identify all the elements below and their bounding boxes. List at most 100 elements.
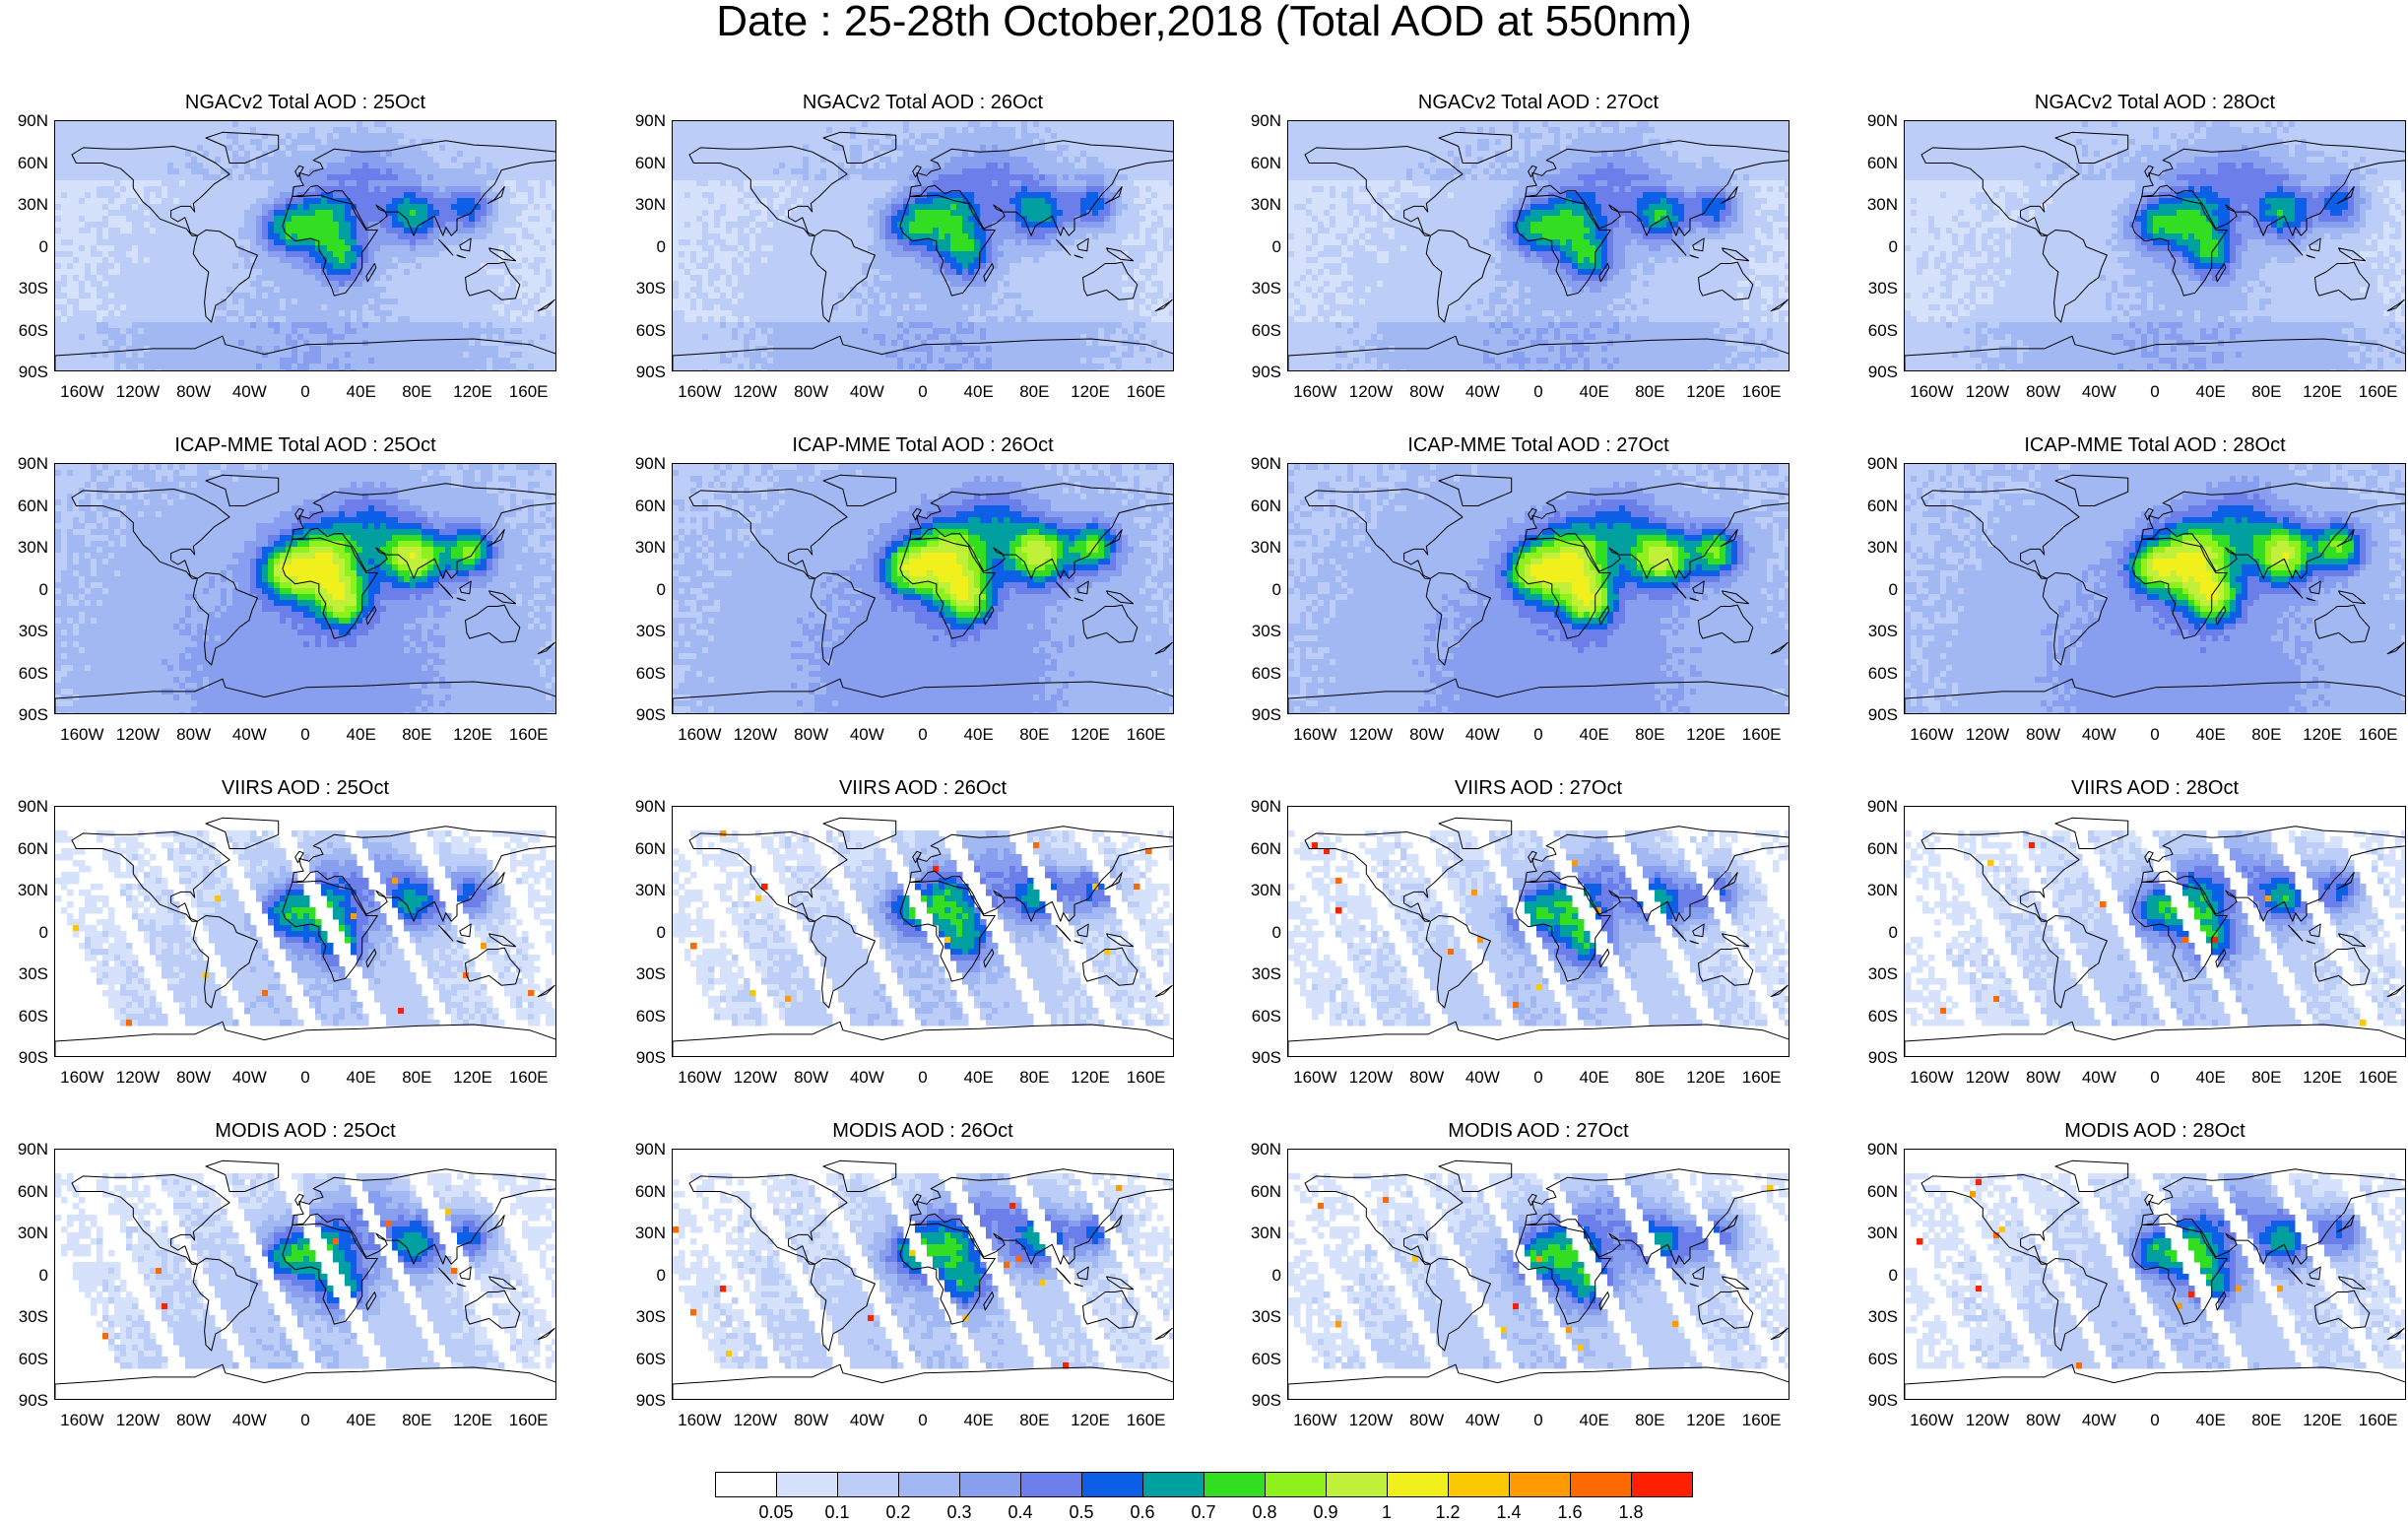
lat-tick-label: 60S	[5, 665, 48, 682]
lat-tick-label: 60N	[5, 497, 48, 514]
lon-tick-label: 160E	[1727, 726, 1796, 743]
lon-tick-label: 0	[271, 726, 340, 743]
lat-tick-label: 90S	[1238, 706, 1281, 723]
lon-tick-label: 80W	[1393, 1412, 1462, 1428]
lat-tick-label: 60N	[622, 497, 666, 514]
coastlines	[673, 817, 1173, 1056]
coastlines	[1288, 474, 1789, 713]
panel-title: VIIRS AOD : 25Oct	[54, 778, 556, 798]
lat-tick-label: 90N	[622, 798, 666, 815]
lon-tick-label: 160E	[1112, 1412, 1181, 1428]
lat-tick-label: 0	[622, 581, 666, 598]
panel-title: ICAP-MME Total AOD : 25Oct	[54, 435, 556, 455]
lon-tick-label: 120W	[721, 1069, 790, 1086]
lon-tick-label: 0	[2120, 1069, 2189, 1086]
lat-tick-label: 60S	[1855, 322, 1898, 339]
lat-tick-label: 30N	[1238, 1225, 1281, 1241]
lon-tick-label: 160E	[2344, 726, 2408, 743]
lat-tick-label: 90S	[622, 706, 666, 723]
lat-tick-label: 60S	[5, 1008, 48, 1025]
lat-tick-label: 0	[1855, 238, 1898, 255]
lon-tick-label: 40W	[2064, 1069, 2133, 1086]
lon-tick-label: 40W	[832, 1412, 901, 1428]
panel-title: NGACv2 Total AOD : 27Oct	[1287, 93, 1790, 112]
colorbar-swatch	[1081, 1472, 1143, 1497]
lat-tick-label: 30S	[622, 623, 666, 639]
lon-tick-label: 160E	[2344, 383, 2408, 400]
lon-tick-label: 120W	[1953, 726, 2022, 743]
lon-tick-label: 80E	[2232, 1069, 2301, 1086]
world-map	[55, 817, 555, 1056]
map-frame	[1287, 806, 1790, 1057]
lon-tick-label: 160W	[1897, 1412, 1966, 1428]
lon-tick-label: 40W	[1448, 1069, 1517, 1086]
lon-tick-label: 80E	[382, 726, 451, 743]
lon-tick-label: 80W	[777, 1069, 846, 1086]
colorbar-label: 0.1	[813, 1503, 862, 1521]
lat-tick-label: 30N	[1855, 196, 1898, 213]
lon-tick-label: 40E	[2177, 1412, 2245, 1428]
colorbar-label: 0.4	[996, 1503, 1045, 1521]
aod-field	[1288, 830, 1789, 1026]
lat-tick-label: 60S	[5, 322, 48, 339]
panel-title: MODIS AOD : 28Oct	[1904, 1121, 2406, 1141]
world-map	[1288, 464, 1789, 713]
lon-tick-label: 40E	[944, 726, 1013, 743]
map-frame	[54, 806, 556, 1057]
lat-tick-label: 0	[1238, 924, 1281, 941]
lat-tick-label: 60S	[5, 1351, 48, 1367]
lat-tick-label: 90S	[5, 706, 48, 723]
lat-tick-label: 90S	[622, 1049, 666, 1066]
lon-tick-label: 0	[1504, 1069, 1573, 1086]
panel-title: ICAP-MME Total AOD : 27Oct	[1287, 435, 1790, 455]
lon-tick-label: 80W	[777, 726, 846, 743]
lat-tick-label: 0	[622, 238, 666, 255]
lon-tick-label: 160W	[47, 726, 116, 743]
map-frame	[672, 463, 1174, 714]
lon-tick-label: 40E	[944, 1412, 1013, 1428]
aod-field	[55, 1173, 555, 1369]
lat-tick-label: 90N	[5, 112, 48, 129]
lon-tick-label: 120W	[103, 1412, 172, 1428]
lon-tick-label: 40E	[2177, 726, 2245, 743]
lat-tick-label: 30S	[1855, 965, 1898, 982]
lat-tick-label: 60N	[622, 840, 666, 857]
lat-tick-label: 60N	[1238, 497, 1281, 514]
lat-tick-label: 90S	[622, 364, 666, 380]
map-panel-viirs-4: VIIRS AOD : 28Oct	[1904, 778, 2406, 1089]
lat-tick-label: 90S	[1855, 364, 1898, 380]
lat-tick-label: 30N	[1238, 882, 1281, 898]
map-frame	[1904, 806, 2406, 1057]
coastlines	[55, 131, 555, 370]
lon-tick-label: 160E	[2344, 1412, 2408, 1428]
lon-tick-label: 40W	[215, 726, 284, 743]
lat-tick-label: 60S	[1238, 1351, 1281, 1367]
lon-tick-label: 0	[271, 1412, 340, 1428]
lat-tick-label: 90N	[1238, 455, 1281, 472]
colorbar-label: 1	[1362, 1503, 1411, 1521]
lat-tick-label: 90S	[1238, 1392, 1281, 1409]
lon-tick-label: 80E	[1000, 1069, 1069, 1086]
lon-tick-label: 120W	[1336, 1412, 1405, 1428]
lon-tick-label: 160W	[1280, 383, 1349, 400]
lon-tick-label: 40W	[2064, 1412, 2133, 1428]
lon-tick-label: 0	[888, 1069, 957, 1086]
world-map	[673, 817, 1173, 1056]
lon-tick-label: 160E	[1727, 383, 1796, 400]
colorbar-label: 0.3	[935, 1503, 984, 1521]
lon-tick-label: 40E	[1560, 1412, 1629, 1428]
lat-tick-label: 0	[622, 924, 666, 941]
lat-tick-label: 30N	[622, 539, 666, 556]
lat-tick-label: 90N	[1238, 798, 1281, 815]
lat-tick-label: 30N	[1855, 1225, 1898, 1241]
lon-tick-label: 80W	[1393, 383, 1462, 400]
lat-tick-label: 0	[622, 1267, 666, 1284]
lon-tick-label: 40E	[327, 1412, 396, 1428]
map-panel-modis-3: MODIS AOD : 27Oct	[1287, 1121, 1790, 1431]
panel-title: NGACv2 Total AOD : 25Oct	[54, 93, 556, 112]
lat-tick-label: 30N	[622, 882, 666, 898]
coastlines	[1288, 131, 1789, 370]
lon-tick-label: 160E	[1112, 726, 1181, 743]
colorbar-swatch	[959, 1472, 1021, 1497]
lat-tick-label: 30S	[1238, 280, 1281, 297]
